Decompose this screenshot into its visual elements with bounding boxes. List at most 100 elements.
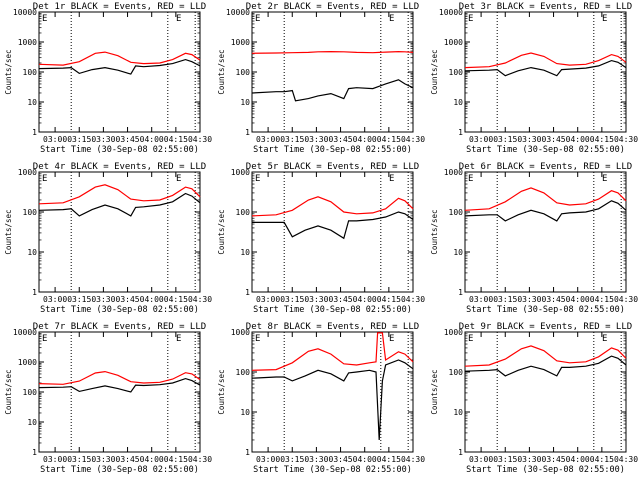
x-tick-label: 04:30 <box>401 295 425 304</box>
series-line-events <box>38 192 201 217</box>
y-tick-label: 100 <box>449 368 464 377</box>
x-tick-label: 04:15 <box>590 455 614 464</box>
y-tick-label: 1000 <box>18 168 37 177</box>
x-tick-label: 04:15 <box>164 295 188 304</box>
y-axis-label: Counts/sec <box>4 369 13 414</box>
y-tick-label: 10 <box>453 248 463 257</box>
x-tick-label: 04:15 <box>590 295 614 304</box>
y-tick-label: 10000 <box>226 8 250 17</box>
series-line-lld <box>38 51 201 66</box>
y-tick-label: 1000 <box>18 358 37 367</box>
y-tick-label: 1000 <box>444 38 463 47</box>
x-tick-label: 04:30 <box>188 455 212 464</box>
y-tick-label: 1 <box>458 128 463 137</box>
x-tick-label: 03:00 <box>469 295 493 304</box>
x-tick-label: 03:45 <box>329 455 353 464</box>
x-tick-label: 03:30 <box>91 295 115 304</box>
y-tick-label: 1 <box>245 128 250 137</box>
y-tick-label: 10 <box>27 248 37 257</box>
series-line-lld <box>38 370 201 385</box>
x-tick-label: 03:15 <box>280 135 304 144</box>
x-tick-label: 04:00 <box>140 295 164 304</box>
chart-panel-7: Det 7r BLACK = Events, RED = LLD 1 10 100 10… <box>4 322 212 475</box>
x-tick-label: 03:15 <box>67 455 91 464</box>
series-line-lld <box>464 187 627 211</box>
chart-title: Det 1r BLACK = Events, RED = LLD <box>33 2 206 12</box>
corner-label: E <box>255 334 260 344</box>
y-tick-label: 10 <box>453 98 463 107</box>
x-axis-label: Start Time (30-Sep-08 02:55:00) <box>40 145 199 155</box>
x-tick-label: 03:00 <box>256 135 280 144</box>
y-tick-label: 100 <box>23 68 38 77</box>
x-tick-label: 03:45 <box>116 295 140 304</box>
plot-frame <box>251 171 414 293</box>
x-tick-label: 04:15 <box>377 295 401 304</box>
x-tick-label: 04:30 <box>401 455 425 464</box>
x-tick-label: 03:15 <box>67 295 91 304</box>
y-axis-label: Counts/sec <box>430 49 439 94</box>
x-tick-label: 04:15 <box>164 135 188 144</box>
x-tick-label: 03:30 <box>304 295 328 304</box>
x-tick-label: 03:00 <box>43 295 67 304</box>
x-tick-label: 04:00 <box>566 135 590 144</box>
x-tick-label: 03:30 <box>517 455 541 464</box>
x-tick-label: 03:30 <box>304 135 328 144</box>
y-axis-label: Counts/sec <box>4 209 13 254</box>
x-tick-label: 04:30 <box>614 295 638 304</box>
y-tick-label: 1000 <box>18 38 37 47</box>
x-tick-label: 03:30 <box>517 295 541 304</box>
x-tick-label: 03:00 <box>469 455 493 464</box>
y-tick-label: 100 <box>236 68 251 77</box>
x-tick-label: 04:00 <box>566 455 590 464</box>
x-axis-label: Start Time (30-Sep-08 02:55:00) <box>253 145 412 155</box>
x-axis-label: Start Time (30-Sep-08 02:55:00) <box>466 305 625 315</box>
x-tick-label: 04:15 <box>377 455 401 464</box>
y-axis-label: Counts/sec <box>217 49 226 94</box>
corner-label: E <box>602 174 607 184</box>
corner-label: E <box>468 174 473 184</box>
chart-title: Det 4r BLACK = Events, RED = LLD <box>33 162 206 172</box>
series-line-events <box>252 211 414 240</box>
x-tick-label: 03:30 <box>91 455 115 464</box>
corner-label: E <box>389 14 394 24</box>
series-line-lld <box>251 196 414 217</box>
x-tick-label: 03:45 <box>329 295 353 304</box>
chart-title: Det 9r BLACK = Events, RED = LLD <box>459 322 632 332</box>
corner-label: E <box>602 14 607 24</box>
series-line-events <box>38 377 201 393</box>
x-tick-label: 03:00 <box>43 135 67 144</box>
y-axis-label: Counts/sec <box>217 369 226 414</box>
x-tick-label: 03:00 <box>256 295 280 304</box>
chart-title: Det 3r BLACK = Events, RED = LLD <box>459 2 632 12</box>
y-tick-label: 100 <box>236 208 251 217</box>
x-tick-label: 04:00 <box>140 455 164 464</box>
plot-frame <box>464 171 627 293</box>
y-tick-label: 100 <box>23 208 38 217</box>
x-tick-label: 03:45 <box>542 455 566 464</box>
y-tick-label: 100 <box>23 388 38 397</box>
x-tick-label: 03:15 <box>493 455 517 464</box>
corner-label: E <box>42 334 47 344</box>
x-tick-label: 04:00 <box>353 295 377 304</box>
y-tick-label: 1000 <box>231 328 250 337</box>
corner-label: E <box>176 334 181 344</box>
x-tick-label: 04:15 <box>590 135 614 144</box>
x-tick-label: 03:00 <box>43 455 67 464</box>
chart-panel-5: Det 5r BLACK = Events, RED = LLD 1 10 100 10… <box>217 162 425 315</box>
corner-label: E <box>602 334 607 344</box>
x-axis-label: Start Time (30-Sep-08 02:55:00) <box>466 465 625 475</box>
chart-panel-6: Det 6r BLACK = Events, RED = LLD 1 10 100 10… <box>430 162 638 315</box>
y-tick-label: 10 <box>27 98 37 107</box>
y-tick-label: 10000 <box>439 8 463 17</box>
series-line-lld <box>464 52 627 69</box>
series-line-events <box>251 79 414 102</box>
x-tick-label: 04:30 <box>188 295 212 304</box>
series-line-lld <box>251 50 414 54</box>
series-line-events <box>38 58 201 75</box>
plot-frame <box>464 11 627 133</box>
series-line-events <box>464 200 627 222</box>
chart-panel-2: Det 2r BLACK = Events, RED = LLD 1 10 100 10… <box>217 2 425 155</box>
x-axis-label: Start Time (30-Sep-08 02:55:00) <box>466 145 625 155</box>
y-axis-label: Counts/sec <box>430 369 439 414</box>
x-tick-label: 03:45 <box>329 135 353 144</box>
